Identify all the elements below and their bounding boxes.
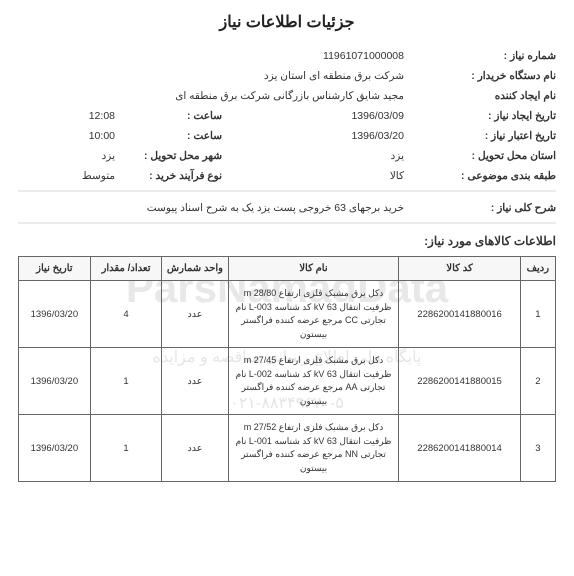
- niaz-number-label: شماره نیاز :: [504, 50, 556, 62]
- city-label: شهر محل تحویل :: [144, 150, 222, 162]
- th-name: نام کالا: [228, 257, 399, 281]
- subject-class-value: کالا: [390, 170, 404, 182]
- th-date: تاریخ نیاز: [19, 257, 91, 281]
- info-row-credit-date: تاریخ اعتبار نیاز : 1396/03/20 ساعت : 10…: [18, 130, 556, 142]
- cell-code: 2286200141880016: [399, 281, 520, 348]
- cell-name: دکل برق مشبک فلزی ارتفاع m 28/80 ظرفیت ا…: [228, 281, 399, 348]
- cell-date: 1396/03/20: [19, 415, 91, 482]
- credit-time-value: 10:00: [18, 130, 115, 142]
- info-row-buyer: نام دستگاه خریدار : شرکت برق منطقه ای اس…: [18, 70, 556, 82]
- buyer-org-label: نام دستگاه خریدار :: [471, 70, 556, 82]
- table-header-row: ردیف کد کالا نام کالا واحد شمارش تعداد/ …: [19, 257, 556, 281]
- section-title: اطلاعات کالاهای مورد نیاز:: [18, 234, 556, 248]
- divider-2: [18, 222, 556, 224]
- cell-unit: عدد: [162, 415, 228, 482]
- create-date-label: تاریخ ایجاد نیاز :: [488, 110, 556, 122]
- info-row-creator: نام ایجاد کننده مجید شایق کارشناس بازرگا…: [18, 90, 556, 102]
- niaz-number-value: 11961071000008: [323, 50, 404, 62]
- general-desc-label: شرح کلی نیاز :: [491, 202, 556, 214]
- buyer-org-value: شرکت برق منطقه ای استان یزد: [264, 70, 404, 82]
- cell-radif: 1: [520, 281, 555, 348]
- cell-unit: عدد: [162, 348, 228, 415]
- th-code: کد کالا: [399, 257, 520, 281]
- info-row-subject: طبقه بندی موضوعی : کالا نوع فرآیند خرید …: [18, 170, 556, 182]
- credit-date-value: 1396/03/20: [351, 130, 404, 142]
- cell-date: 1396/03/20: [19, 348, 91, 415]
- cell-code: 2286200141880015: [399, 348, 520, 415]
- process-type-label: نوع فرآیند خرید :: [149, 170, 222, 182]
- credit-time-label: ساعت :: [187, 130, 222, 142]
- cell-qty: 4: [90, 281, 162, 348]
- cell-name: دکل برق مشبک فلزی ارتفاع m 27/52 ظرفیت ا…: [228, 415, 399, 482]
- province-value: یزد: [391, 150, 404, 162]
- cell-qty: 1: [90, 348, 162, 415]
- info-row-niaz-number: شماره نیاز : 11961071000008: [18, 50, 556, 62]
- divider: [18, 190, 556, 192]
- cell-code: 2286200141880014: [399, 415, 520, 482]
- cell-date: 1396/03/20: [19, 281, 91, 348]
- city-value: یزد: [18, 150, 115, 162]
- table-row: 2 2286200141880015 دکل برق مشبک فلزی ارت…: [19, 348, 556, 415]
- items-table: ردیف کد کالا نام کالا واحد شمارش تعداد/ …: [18, 256, 556, 482]
- creator-value: مجید شایق کارشناس بازرگانی شرکت برق منطق…: [175, 90, 404, 102]
- th-unit: واحد شمارش: [162, 257, 228, 281]
- cell-radif: 2: [520, 348, 555, 415]
- info-row-province: استان محل تحویل : یزد شهر محل تحویل : یز…: [18, 150, 556, 162]
- create-time-label: ساعت :: [187, 110, 222, 122]
- th-radif: ردیف: [520, 257, 555, 281]
- process-type-value: متوسط: [18, 170, 115, 182]
- document-content: جزئیات اطلاعات نیاز شماره نیاز : 1196107…: [18, 12, 556, 482]
- cell-radif: 3: [520, 415, 555, 482]
- cell-unit: عدد: [162, 281, 228, 348]
- table-row: 1 2286200141880016 دکل برق مشبک فلزی ارت…: [19, 281, 556, 348]
- info-row-create-date: تاریخ ایجاد نیاز : 1396/03/09 ساعت : 12:…: [18, 110, 556, 122]
- create-date-value: 1396/03/09: [351, 110, 404, 122]
- credit-date-label: تاریخ اعتبار نیاز :: [485, 130, 556, 142]
- creator-label: نام ایجاد کننده: [495, 90, 556, 102]
- province-label: استان محل تحویل :: [472, 150, 556, 162]
- info-row-desc: شرح کلی نیاز : خرید برجهای 63 خروجی پست …: [18, 202, 556, 214]
- page-title: جزئیات اطلاعات نیاز: [18, 12, 556, 32]
- general-desc-value: خرید برجهای 63 خروجی پست یزد یک به شرح ا…: [147, 202, 404, 214]
- th-qty: تعداد/ مقدار: [90, 257, 162, 281]
- create-time-value: 12:08: [18, 110, 115, 122]
- subject-class-label: طبقه بندی موضوعی :: [461, 170, 556, 182]
- cell-qty: 1: [90, 415, 162, 482]
- table-row: 3 2286200141880014 دکل برق مشبک فلزی ارت…: [19, 415, 556, 482]
- cell-name: دکل برق مشبک فلزی ارتفاع m 27/45 ظرفیت ا…: [228, 348, 399, 415]
